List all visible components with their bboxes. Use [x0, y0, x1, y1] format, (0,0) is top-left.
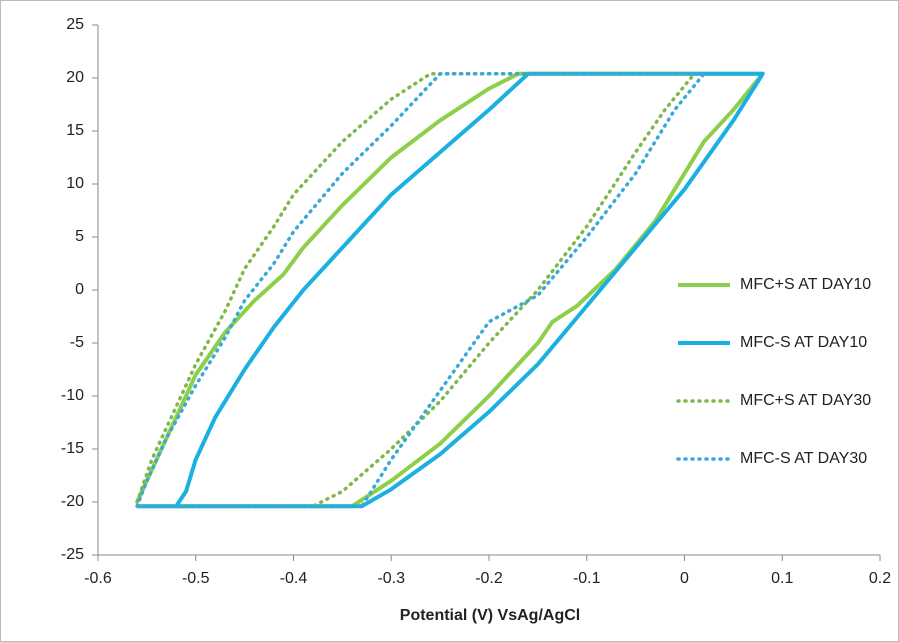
y-tick-label: -20 — [61, 493, 84, 510]
x-tick-label: -0.1 — [573, 570, 601, 587]
series-line — [135, 72, 706, 508]
legend-label: MFC+S AT DAY30 — [740, 392, 871, 409]
x-tick-label: 0.2 — [869, 570, 891, 587]
x-tick-label: 0 — [680, 570, 689, 587]
y-tick-label: 10 — [66, 175, 84, 192]
y-tick-label: 15 — [66, 122, 84, 139]
y-tick-label: 5 — [75, 228, 84, 245]
legend-label: MFC+S AT DAY10 — [740, 276, 871, 293]
x-tick-label: 0.1 — [771, 570, 793, 587]
x-tick-label: -0.3 — [377, 570, 405, 587]
x-tick-label: -0.4 — [280, 570, 308, 587]
y-tick-label: -25 — [61, 546, 84, 563]
y-tick-label: -10 — [61, 387, 84, 404]
y-tick-label: -5 — [70, 334, 84, 351]
x-axis-title: Potential (V) VsAg/AgCl — [400, 607, 580, 624]
x-tick-label: -0.2 — [475, 570, 503, 587]
series-line — [137, 71, 765, 509]
legend-label: MFC-S AT DAY10 — [740, 334, 867, 351]
legend-label: MFC-S AT DAY30 — [740, 450, 867, 467]
x-tick-label: -0.6 — [84, 570, 112, 587]
y-tick-label: 20 — [66, 69, 84, 86]
y-tick-label: 0 — [75, 281, 84, 298]
y-tick-label: -15 — [61, 440, 84, 457]
y-tick-label: 25 — [66, 16, 84, 33]
x-tick-label: -0.5 — [182, 570, 210, 587]
